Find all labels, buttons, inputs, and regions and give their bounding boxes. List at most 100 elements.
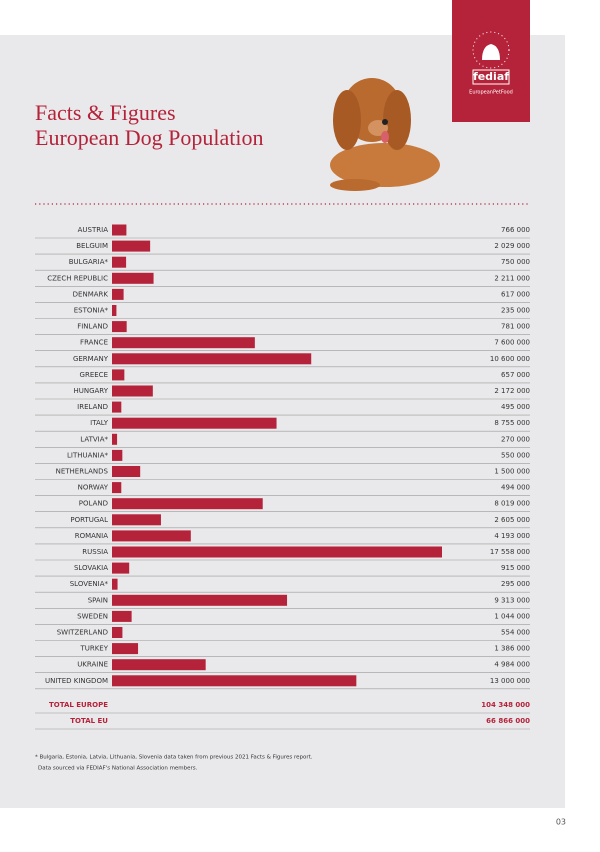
country-label: BULGARIA* [69, 258, 109, 266]
value-label: 750 000 [501, 258, 530, 266]
bar [112, 401, 122, 413]
value-label: 617 000 [501, 290, 530, 298]
bar [112, 514, 161, 526]
total-label: TOTAL EU [70, 717, 108, 725]
bar [112, 256, 127, 268]
bar [112, 498, 263, 510]
value-label: 4 193 000 [494, 532, 530, 540]
title-line: European Dog Population [35, 125, 264, 150]
value-label: 7 600 000 [494, 339, 530, 347]
value-label: 4 984 000 [494, 661, 530, 669]
value-label: 766 000 [501, 226, 530, 234]
bar [112, 482, 122, 494]
country-label: LATVIA* [80, 435, 108, 443]
value-label: 9 313 000 [494, 596, 530, 604]
bar [112, 433, 118, 445]
bar [112, 240, 151, 252]
bar [112, 385, 153, 397]
country-label: LITHUANIA* [67, 451, 109, 459]
country-label: SPAIN [88, 596, 108, 604]
bar [112, 675, 357, 687]
country-label: CZECH REPUBLIC [47, 274, 108, 282]
value-label: 915 000 [501, 564, 530, 572]
bar [112, 288, 124, 300]
bar [112, 449, 123, 461]
logo-stars [472, 31, 510, 69]
country-label: RUSSIA [82, 548, 108, 556]
value-label: 10 600 000 [490, 355, 530, 363]
bar [112, 530, 191, 542]
country-label: GERMANY [73, 355, 109, 363]
country-label: HUNGARY [73, 387, 108, 395]
logo-name: fediaf [473, 70, 509, 83]
panel [0, 35, 565, 808]
value-label: 554 000 [501, 629, 530, 637]
country-label: FINLAND [77, 323, 108, 331]
value-label: 550 000 [501, 451, 530, 459]
country-label: FRANCE [80, 339, 108, 347]
bar [112, 466, 141, 477]
value-label: 2 029 000 [494, 242, 530, 250]
bar [112, 578, 118, 590]
country-label: UNITED KINGDOM [45, 677, 108, 685]
bar [112, 337, 255, 349]
country-label: SLOVAKIA [74, 564, 108, 572]
logo-icon [482, 44, 500, 60]
value-label: 295 000 [501, 580, 530, 588]
bar [112, 305, 117, 316]
bar [112, 272, 154, 284]
total-value: 104 348 000 [481, 701, 530, 709]
bar [112, 659, 206, 671]
country-label: UKRAINE [77, 661, 108, 669]
value-label: 494 000 [501, 484, 530, 492]
country-label: ESTONIA* [74, 307, 109, 315]
value-label: 781 000 [501, 323, 530, 331]
value-label: 1 044 000 [494, 612, 530, 620]
bar [112, 643, 139, 655]
value-label: 2 605 000 [494, 516, 530, 524]
value-label: 270 000 [501, 435, 530, 443]
logo-block [452, 0, 530, 122]
value-label: 495 000 [501, 403, 530, 411]
bar [112, 369, 125, 381]
bar [112, 594, 288, 606]
country-label: DENMARK [73, 290, 109, 298]
value-label: 1 386 000 [494, 645, 530, 653]
value-label: 235 000 [501, 307, 530, 315]
bar [112, 610, 132, 622]
value-label: 2 211 000 [494, 274, 530, 282]
country-label: SWEDEN [77, 612, 108, 620]
value-label: 8 019 000 [494, 500, 530, 508]
value-label: 1 500 000 [494, 468, 530, 476]
bar [112, 353, 312, 365]
title-line: Facts & Figures [35, 100, 176, 125]
country-label: BELGUIM [76, 242, 108, 250]
logo-box [472, 69, 510, 85]
total-label: TOTAL EUROPE [49, 701, 108, 709]
country-label: TURKEY [79, 645, 108, 653]
bar [112, 224, 127, 236]
country-label: SLOVENIA* [70, 580, 109, 588]
country-label: POLAND [79, 500, 108, 508]
page-number: 03 [556, 818, 566, 827]
dog-illustration [330, 78, 440, 191]
value-label: 657 000 [501, 371, 530, 379]
country-label: AUSTRIA [78, 226, 109, 234]
country-label: IRELAND [77, 403, 108, 411]
logo-tagline: EuropeanPetFood [469, 90, 513, 96]
country-label: ITALY [90, 419, 109, 427]
footnote: Data sourced via FEDIAF's National Assoc… [38, 766, 198, 772]
country-label: NETHERLANDS [56, 468, 109, 476]
value-label: 13 000 000 [490, 677, 530, 685]
country-label: ROMANIA [75, 532, 109, 540]
value-label: 17 558 000 [490, 548, 530, 556]
country-label: PORTUGAL [70, 516, 108, 524]
bar [112, 627, 123, 638]
total-value: 66 866 000 [486, 717, 530, 725]
country-label: GREECE [80, 371, 108, 379]
country-label: SWITZERLAND [57, 629, 108, 637]
bar [112, 562, 130, 574]
bar [112, 546, 442, 558]
